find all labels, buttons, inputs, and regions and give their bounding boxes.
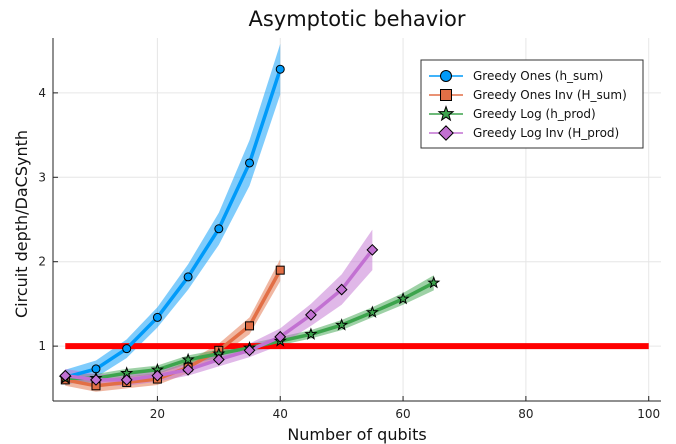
marker-square (440, 89, 452, 101)
marker-star (335, 318, 349, 331)
x-tick-label: 40 (273, 407, 288, 421)
x-tick-label: 20 (150, 407, 165, 421)
marker-star (181, 352, 195, 366)
x-tick-label: 60 (395, 407, 410, 421)
legend-label: Greedy Ones Inv (H_sum) (473, 88, 627, 102)
marker-circle (122, 344, 132, 354)
legend: Greedy Ones (h_sum) Greedy Ones Inv (H_su… (420, 59, 644, 149)
marker-star (427, 275, 441, 289)
marker-diamond (59, 369, 72, 382)
marker-star (396, 291, 410, 305)
legend-label: Greedy Log (h_prod) (473, 107, 596, 121)
marker-diamond (438, 125, 454, 141)
series-line (64, 68, 282, 380)
y-axis-title: Circuit depth/DaCSynth (12, 130, 31, 318)
marker-square (275, 265, 285, 275)
y-tick-label: 4 (38, 86, 46, 100)
marker-diamond (151, 369, 164, 382)
x-tick-label: 80 (518, 407, 533, 421)
marker-diamond (120, 373, 133, 386)
y-tick-label: 2 (38, 255, 46, 269)
marker-diamond (182, 363, 195, 376)
marker-circle (183, 272, 193, 282)
marker-circle (214, 224, 224, 234)
legend-label: Greedy Ones (h_sum) (473, 69, 603, 83)
marker-star (365, 305, 379, 318)
x-tick-label: 100 (637, 407, 660, 421)
marker-diamond (243, 344, 256, 357)
marker-circle (440, 70, 452, 82)
marker-diamond (212, 353, 225, 366)
marker-circle (275, 64, 285, 74)
marker-circle (152, 312, 162, 322)
series-markers (58, 64, 441, 391)
marker-diamond (366, 243, 379, 256)
marker-star (437, 105, 455, 122)
x-axis-title: Number of qubits (287, 425, 426, 444)
marker-diamond (335, 283, 348, 296)
chart-title: Asymptotic behavior (248, 7, 465, 31)
marker-square (245, 321, 255, 331)
marker-circle (245, 158, 255, 168)
marker-star (304, 327, 318, 340)
marker-diamond (90, 373, 102, 386)
marker-diamond (305, 308, 317, 321)
y-tick-label: 3 (38, 170, 46, 184)
y-tick-label: 1 (38, 339, 46, 353)
marker-diamond (274, 330, 287, 343)
legend-label: Greedy Log Inv (H_prod) (473, 126, 619, 140)
axes (52, 38, 661, 402)
tick-labels: 20 40 60 80 100 1 2 3 4 (38, 86, 660, 421)
